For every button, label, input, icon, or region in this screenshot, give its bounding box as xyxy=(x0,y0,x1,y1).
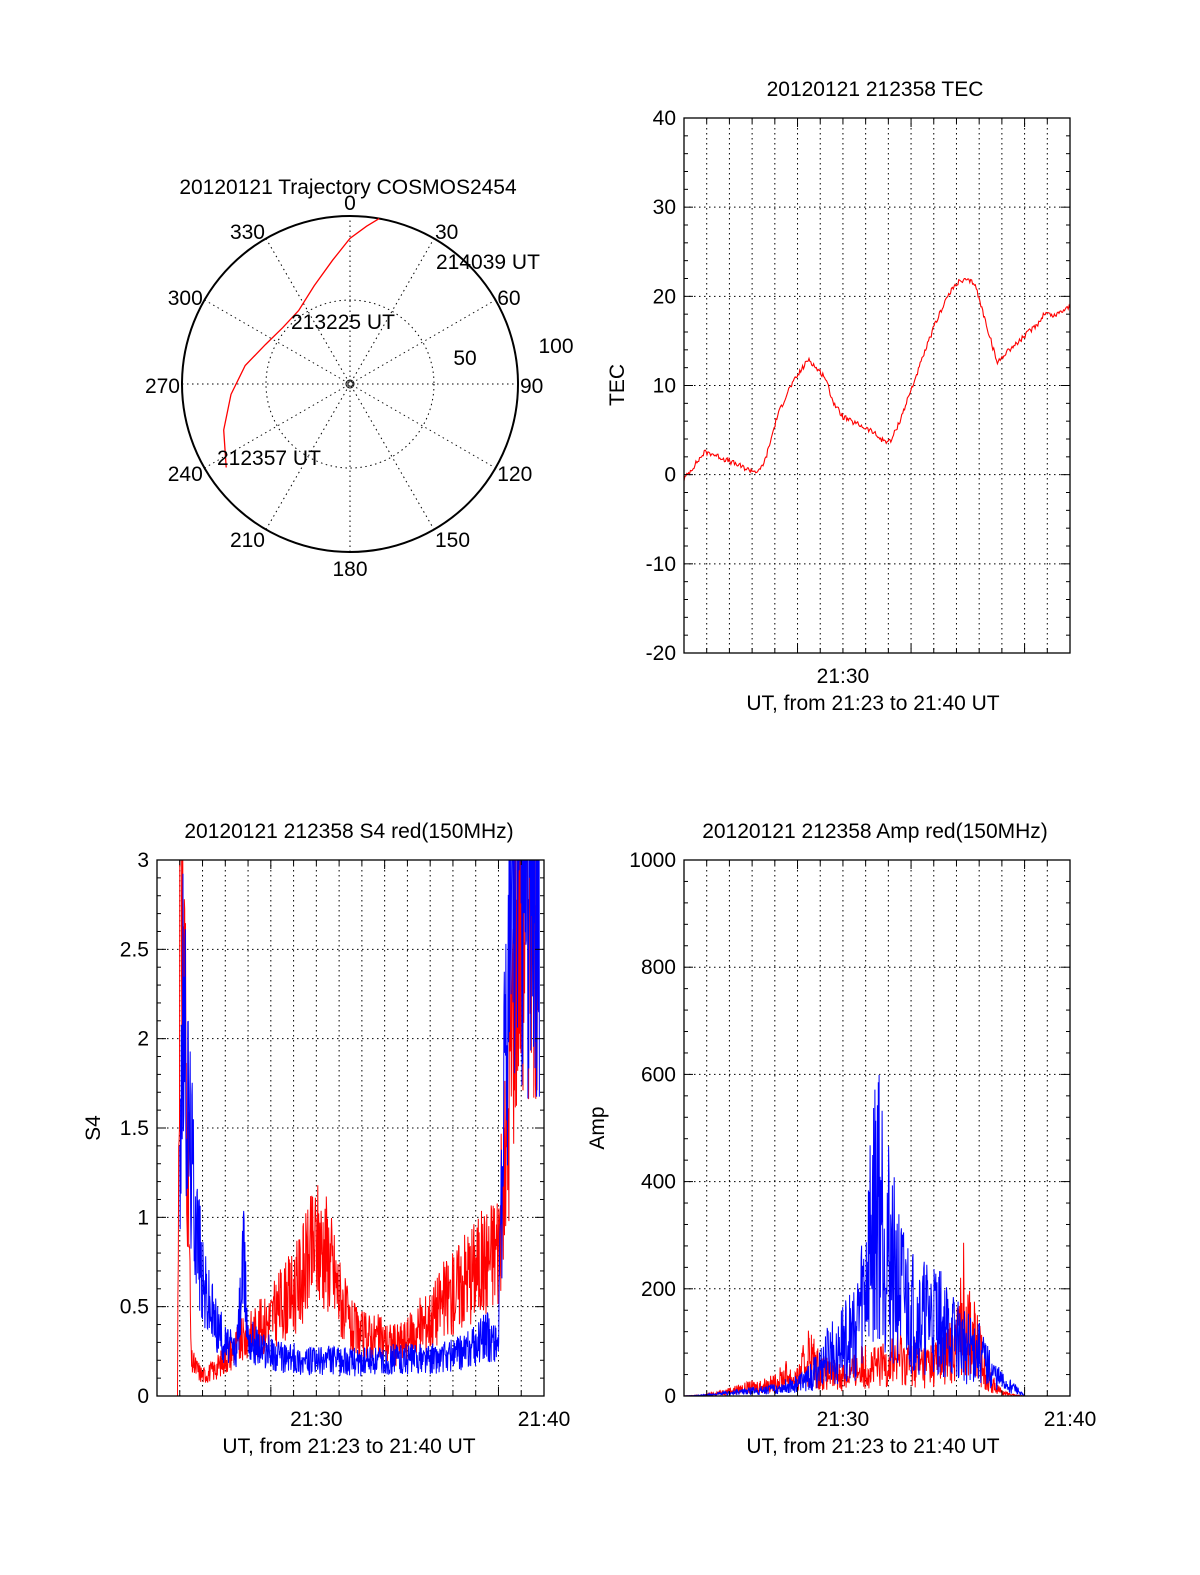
s4-y-axis-label: S4 xyxy=(82,1115,105,1141)
amp-y-ticks: 0 200 400 600 800 1000 xyxy=(629,849,1070,1408)
amp-ytick-label: 0 xyxy=(664,1385,676,1408)
s4-series-red xyxy=(177,860,539,1396)
azimuth-label-90: 90 xyxy=(520,375,543,398)
s4-ytick-label: 0 xyxy=(137,1385,149,1408)
tec-x-ticks: 21:30 xyxy=(683,118,1071,688)
tec-ytick-label: 10 xyxy=(653,375,676,398)
s4-ytick-label: 1.5 xyxy=(120,1117,149,1140)
s4-xtick-label: 21:40 xyxy=(518,1408,571,1431)
s4-ytick-label: 2.5 xyxy=(120,938,149,961)
azimuth-label-270: 270 xyxy=(145,375,180,398)
azimuth-label-210: 210 xyxy=(230,529,265,552)
azimuth-label-240: 240 xyxy=(168,463,203,486)
amp-chart: 20120121 212358 Amp red(150MHz) 0 200 400 6… xyxy=(586,820,1096,1458)
s4-series-blue xyxy=(179,860,540,1377)
annotation-end-time: 214039 UT xyxy=(436,251,540,274)
amp-y-axis-label: Amp xyxy=(586,1106,609,1149)
amp-series-red xyxy=(684,1242,1070,1396)
amp-ytick-label: 600 xyxy=(641,1063,676,1086)
tec-xtick-label: 21:30 xyxy=(817,665,870,688)
azimuth-label-150: 150 xyxy=(435,529,470,552)
tec-ytick-label: 20 xyxy=(653,285,676,308)
azimuth-label-330: 330 xyxy=(230,221,265,244)
s4-x-ticks: 21:30 21:40 xyxy=(156,860,571,1431)
radial-label-50: 50 xyxy=(453,347,476,370)
tec-ytick-label: -20 xyxy=(646,642,676,665)
s4-title: 20120121 212358 S4 red(150MHz) xyxy=(184,820,513,843)
trajectory-track xyxy=(223,218,380,468)
tec-series-group xyxy=(684,278,1070,482)
tec-ytick-label: 0 xyxy=(664,464,676,487)
tec-gridlines xyxy=(684,118,1070,653)
tec-series-red xyxy=(684,278,1070,482)
azimuth-label-30: 30 xyxy=(435,221,458,244)
amp-xtick-label: 21:30 xyxy=(817,1408,870,1431)
tec-ytick-label: -10 xyxy=(646,553,676,576)
amp-series-blue xyxy=(684,1074,1070,1396)
annotation-mid-time: 213225 UT xyxy=(291,311,395,334)
tec-ytick-label: 40 xyxy=(653,107,676,130)
amp-ytick-label: 800 xyxy=(641,956,676,979)
azimuth-spoke-60 xyxy=(204,299,496,469)
tec-y-ticks: -20 -10 0 10 20 30 40 xyxy=(646,107,1070,665)
tec-ytick-label: 30 xyxy=(653,196,676,219)
s4-y-ticks: 0 0.5 1 1.5 2 2.5 3 xyxy=(120,849,544,1408)
tec-x-axis-label: UT, from 21:23 to 21:40 UT xyxy=(746,692,999,715)
s4-ytick-label: 3 xyxy=(137,849,149,872)
s4-xtick-label: 21:30 xyxy=(290,1408,343,1431)
azimuth-label-60: 60 xyxy=(497,287,520,310)
azimuth-spokes xyxy=(182,216,518,552)
trajectory-title: 20120121 Trajectory COSMOS2454 xyxy=(179,176,517,199)
tec-title: 20120121 212358 TEC xyxy=(767,78,984,101)
amp-ytick-label: 1000 xyxy=(629,849,676,872)
s4-x-axis-label: UT, from 21:23 to 21:40 UT xyxy=(222,1435,475,1458)
s4-ytick-label: 2 xyxy=(137,1028,149,1051)
azimuth-label-300: 300 xyxy=(168,287,203,310)
azimuth-spoke-150 xyxy=(265,238,435,530)
azimuth-label-0: 0 xyxy=(344,192,356,215)
amp-xtick-label: 21:40 xyxy=(1044,1408,1097,1431)
amp-ytick-label: 200 xyxy=(641,1278,676,1301)
azimuth-spoke-120 xyxy=(204,299,496,469)
s4-ytick-label: 1 xyxy=(137,1206,149,1229)
azimuth-spoke-30 xyxy=(265,238,435,530)
annotation-start-time: 212357 UT xyxy=(217,447,321,470)
zenith-marker xyxy=(345,379,355,389)
radial-label-100: 100 xyxy=(538,335,573,358)
amp-title: 20120121 212358 Amp red(150MHz) xyxy=(702,820,1048,843)
amp-ytick-label: 400 xyxy=(641,1171,676,1194)
azimuth-label-180: 180 xyxy=(332,558,367,581)
trajectory-polar-plot: 20120121 Trajectory COSMOS2454 0 30 60 90 12… xyxy=(145,176,574,581)
elevation-ring-50 xyxy=(265,299,435,469)
s4-plot-frame xyxy=(156,859,545,1397)
s4-chart: 20120121 212358 S4 red(150MHz) 0 0.5 1 1.5 2… xyxy=(82,820,571,1458)
s4-ytick-label: 0.5 xyxy=(120,1296,149,1319)
amp-x-ticks: 21:30 21:40 xyxy=(683,860,1097,1431)
azimuth-label-120: 120 xyxy=(497,463,532,486)
azimuth-labels: 0 30 60 90 120 150 180 210 240 270 300 330 xyxy=(145,192,543,581)
tec-chart: 20120121 212358 TEC -20 -10 0 10 20 30 40 21:3… xyxy=(606,78,1071,715)
amp-plot-frame xyxy=(683,859,1071,1397)
tec-plot-frame xyxy=(683,117,1071,654)
horizon-circle xyxy=(181,215,519,553)
s4-series-group xyxy=(177,860,540,1396)
tec-y-axis-label: TEC xyxy=(606,364,629,406)
amp-series-group xyxy=(684,1074,1070,1396)
amp-x-axis-label: UT, from 21:23 to 21:40 UT xyxy=(746,1435,999,1458)
